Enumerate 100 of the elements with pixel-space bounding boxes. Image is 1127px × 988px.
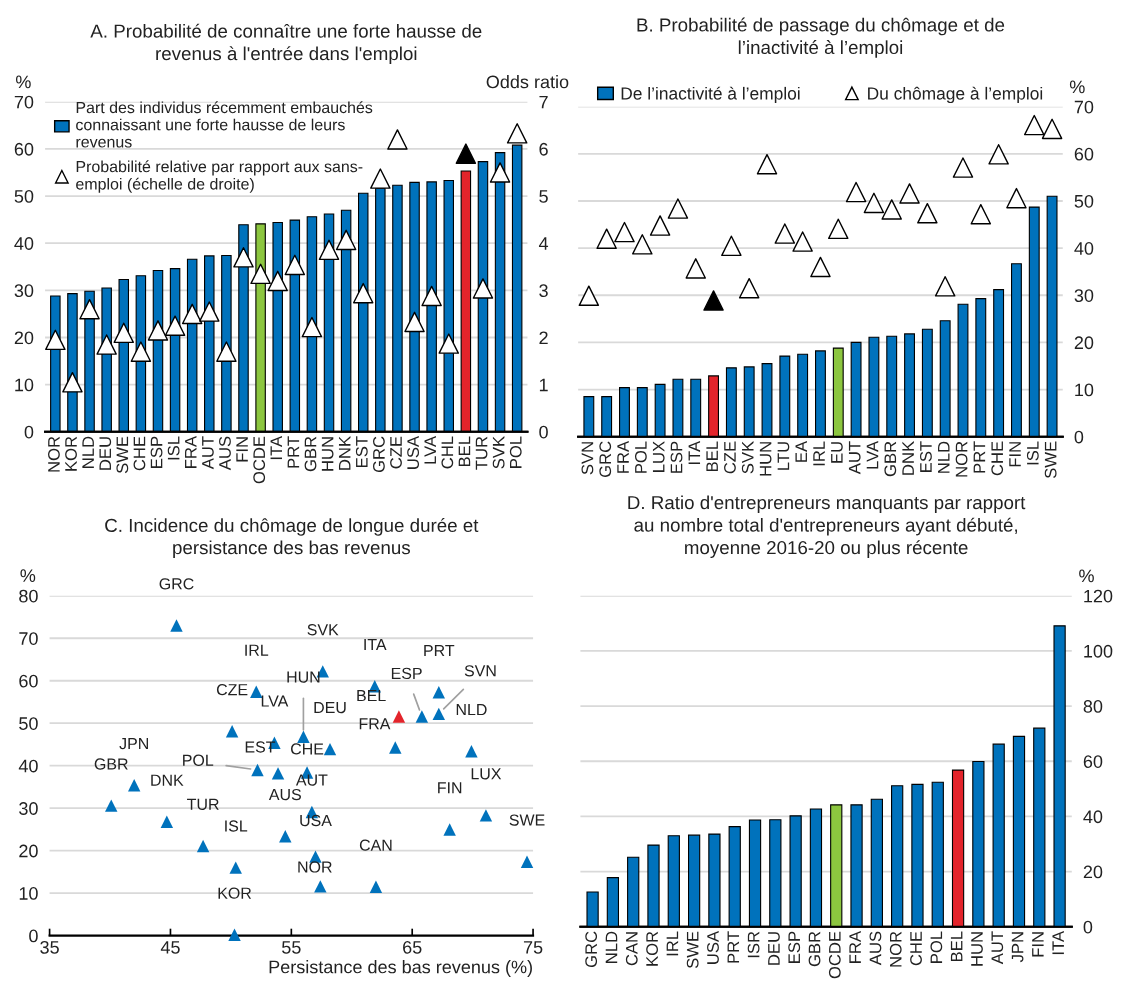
annotation: JPN <box>119 738 148 750</box>
chart-title: A. Probabilité de connaître une forte hausse de revenus à l'entrée dans l'emploi <box>90 23 482 64</box>
annotation: DNK <box>151 774 184 786</box>
x-tick-label: NLD <box>82 436 94 468</box>
annotation: TUR <box>187 798 219 810</box>
annotation: FIN <box>438 782 462 794</box>
point <box>392 710 406 723</box>
point <box>970 203 992 225</box>
annotation: NLD <box>456 704 487 716</box>
x-tick-label: AUS <box>219 436 231 471</box>
x-tick-label: JPN <box>1011 932 1024 963</box>
legend-label: De l’inactivité à l’emploi <box>621 86 800 104</box>
x-tick-label: IRL <box>813 441 825 466</box>
y-axis-title: % <box>15 75 31 89</box>
point <box>105 799 118 812</box>
point <box>443 823 456 836</box>
x-tick-label: GRC <box>373 436 385 473</box>
point <box>952 157 974 178</box>
x-tick-label: LVA <box>866 440 879 469</box>
point <box>251 763 264 777</box>
y-tick-label: 20 <box>14 331 34 345</box>
chart-title: B. Probabilité de passage du chômage et de l’inactivité à l’emploi <box>637 17 1005 58</box>
x-tick-label: GRC <box>599 441 612 478</box>
point <box>229 861 242 874</box>
y-tick-label: 30 <box>14 284 34 298</box>
point <box>369 880 383 893</box>
y2-tick-label: 60 <box>1074 147 1094 161</box>
annotation: CZE <box>216 683 248 696</box>
annotation: CHE <box>290 743 324 755</box>
point <box>432 685 445 699</box>
y2-tick-label: 0 <box>1074 430 1084 444</box>
point <box>170 619 183 632</box>
point <box>267 270 288 292</box>
point <box>1041 118 1063 140</box>
annotation: SWE <box>509 814 545 826</box>
annotation: EST <box>245 741 276 753</box>
point <box>271 767 285 780</box>
annotation: PRT <box>424 645 455 657</box>
point <box>250 685 263 698</box>
point <box>96 334 117 355</box>
x-tick-label: OCDE <box>253 436 266 484</box>
y2-tick-label: 2 <box>539 331 548 345</box>
y2-tick-label: 7 <box>539 95 548 109</box>
x-tick-label: LVA <box>424 435 436 464</box>
point <box>438 333 460 354</box>
y-tick-label: 60 <box>19 674 38 688</box>
point <box>863 192 885 214</box>
x-tick-label: NOR <box>48 436 60 472</box>
x-tick-label: AUT <box>202 436 214 470</box>
point <box>988 144 1009 165</box>
y2-axis-title: Odds ratio <box>486 75 569 89</box>
x-tick-label: SVK <box>492 436 505 469</box>
x-tick-label: USA <box>407 435 420 469</box>
y2-tick-label: 4 <box>538 237 549 250</box>
point <box>421 285 442 307</box>
x-tick-label: SWE <box>686 931 699 969</box>
x-tick-label: PRT <box>973 441 986 473</box>
y-tick-label: 50 <box>14 189 34 203</box>
point <box>632 234 653 255</box>
x-tick-label: ISL <box>167 436 180 460</box>
x-tick-label: POL <box>930 931 943 963</box>
x-tick-label: AUT <box>991 931 1004 965</box>
point <box>130 341 152 362</box>
y2-tick-label: 100 <box>1084 644 1113 658</box>
point <box>199 301 220 322</box>
point <box>520 855 534 868</box>
x-tick-label: ESP <box>150 436 163 468</box>
y2-tick-label: 0 <box>1083 920 1093 934</box>
x-tick-label: SWE <box>1044 441 1057 479</box>
annotation: AUS <box>268 788 301 801</box>
point <box>113 322 135 344</box>
y2-tick-label: 60 <box>1083 755 1103 768</box>
annotation: ESP <box>391 667 422 680</box>
x-tick-label: HUN <box>321 437 334 471</box>
y2-tick-label: 50 <box>1074 194 1094 208</box>
x-tick-label: CAN <box>625 932 638 966</box>
x-tick-label: DNK <box>902 441 914 475</box>
annotation: DEU <box>314 702 346 714</box>
y-tick-label: 60 <box>14 142 34 156</box>
y2-tick-label: 20 <box>1074 336 1094 350</box>
point <box>465 745 478 758</box>
x-tick-label: EU <box>831 442 843 463</box>
x-tick-label: EST <box>355 436 368 467</box>
point <box>649 215 671 236</box>
point <box>489 162 511 183</box>
x-tick-label: 65 <box>403 940 422 954</box>
point <box>389 741 402 754</box>
annotation: NOR <box>298 861 332 873</box>
x-tick-label: 55 <box>282 941 301 954</box>
x-tick-label: BEL <box>706 441 718 471</box>
x-tick-label: GBR <box>884 441 897 477</box>
y-tick-label: 10 <box>19 887 38 900</box>
x-tick-label: BEL <box>950 931 963 962</box>
point <box>415 710 429 723</box>
x-tick-label: NOR <box>955 441 968 477</box>
x-tick-label: PRT <box>727 931 740 963</box>
x-tick-label: GBR <box>304 436 317 472</box>
point <box>301 316 323 338</box>
point <box>1023 114 1045 136</box>
x-tick-label: KOR <box>646 931 658 966</box>
